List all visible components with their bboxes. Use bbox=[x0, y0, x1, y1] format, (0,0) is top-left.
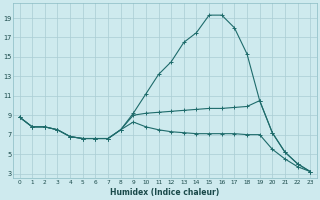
X-axis label: Humidex (Indice chaleur): Humidex (Indice chaleur) bbox=[110, 188, 220, 197]
